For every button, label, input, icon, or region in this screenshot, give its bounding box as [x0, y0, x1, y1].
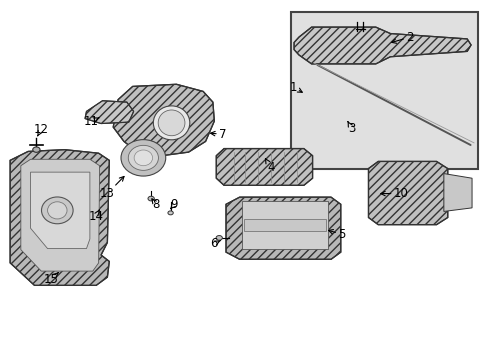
Ellipse shape [41, 197, 73, 224]
Ellipse shape [134, 150, 152, 166]
Bar [290, 12, 477, 169]
Ellipse shape [158, 110, 184, 136]
Ellipse shape [128, 145, 158, 170]
Polygon shape [225, 197, 340, 259]
Polygon shape [10, 150, 109, 285]
Polygon shape [443, 174, 471, 211]
Ellipse shape [216, 235, 222, 240]
Text: 8: 8 [152, 198, 160, 211]
Polygon shape [293, 27, 470, 64]
Text: 12: 12 [34, 123, 49, 136]
Text: 14: 14 [88, 210, 103, 223]
Text: 5: 5 [328, 228, 345, 241]
Polygon shape [243, 219, 325, 231]
Ellipse shape [33, 147, 40, 152]
Polygon shape [242, 202, 327, 249]
Text: 4: 4 [265, 159, 274, 174]
Text: 2: 2 [391, 31, 413, 44]
Text: 13: 13 [100, 176, 124, 200]
Ellipse shape [121, 140, 165, 176]
Polygon shape [30, 172, 90, 249]
Text: 15: 15 [43, 273, 58, 286]
Text: 7: 7 [210, 128, 226, 141]
Ellipse shape [167, 211, 173, 215]
Polygon shape [113, 84, 214, 156]
Ellipse shape [47, 202, 67, 219]
Text: 11: 11 [83, 115, 99, 128]
Ellipse shape [148, 196, 154, 201]
Polygon shape [85, 101, 133, 123]
Text: 10: 10 [380, 187, 407, 200]
Polygon shape [21, 159, 100, 271]
Text: 3: 3 [347, 122, 354, 135]
Text: 9: 9 [170, 198, 178, 211]
Text: 1: 1 [289, 81, 302, 94]
Text: 6: 6 [210, 237, 220, 250]
Ellipse shape [153, 106, 189, 140]
Polygon shape [368, 161, 447, 225]
Polygon shape [216, 149, 312, 185]
